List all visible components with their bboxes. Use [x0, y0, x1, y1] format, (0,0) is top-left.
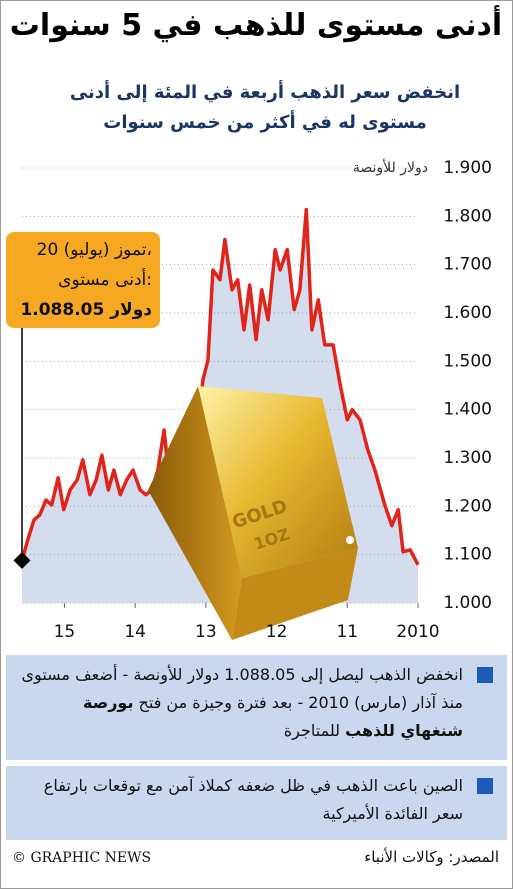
- gold-bar-top: [198, 386, 358, 578]
- gold-bar-front: [232, 548, 358, 640]
- y-tick-label: 1.800: [443, 206, 492, 226]
- annotation-box: [6, 232, 160, 328]
- y-tick-label: 1.000: [443, 593, 492, 613]
- gold-bar-side: [148, 386, 242, 640]
- footer-credit: © GRAPHIC NEWS: [12, 850, 152, 866]
- y-tick-label: 1.200: [443, 496, 492, 516]
- y-tick-label: 1.100: [443, 545, 492, 565]
- y-tick-label: 1.700: [443, 255, 492, 275]
- note-text: للمتاجرة: [283, 721, 346, 740]
- note-text: انخفض الذهب ليصل إلى 1.088.05 دولار للأو…: [21, 665, 463, 712]
- y-tick-label: 1.300: [443, 448, 492, 468]
- y-axis-label: دولار للأونصة: [353, 158, 428, 176]
- subtitle: انخفض سعر الذهب أربعة في المئة إلى أدنى …: [69, 82, 461, 133]
- x-tick-label: 2010: [396, 622, 439, 642]
- y-tick-label: 1.500: [443, 351, 492, 371]
- line: [20, 207, 420, 566]
- note: الصين باعت الذهب في ظل ضعفه كملاذ آمن مع…: [6, 766, 507, 840]
- x-tick-label: 11: [336, 622, 358, 642]
- bullet: [477, 778, 493, 794]
- note-bold: بورصة شنغهاي للذهب: [83, 693, 463, 740]
- x-tick-label: 14: [124, 622, 146, 642]
- x-tick-label: 13: [195, 622, 217, 642]
- annotation-text: أدنى مستوى:: [58, 268, 152, 290]
- y-tick-label: 1.400: [443, 400, 492, 420]
- annotation-text: 20 تموز (يوليو)،: [37, 240, 152, 260]
- annotation-text: 1.088.05 دولار: [20, 300, 152, 320]
- low-marker: [13, 551, 31, 569]
- y-tick-label: 1.600: [443, 303, 492, 323]
- note-text: الصين باعت الذهب في ظل ضعفه كملاذ آمن مع…: [43, 776, 463, 823]
- footer-source: المصدر: وكالات الأنباء: [364, 848, 499, 866]
- x-tick-label: 15: [54, 622, 76, 642]
- title: أدنى مستوى للذهب في 5 سنوات: [9, 8, 503, 43]
- note: انخفض الذهب ليصل إلى 1.088.05 دولار للأو…: [6, 655, 507, 760]
- x-tick-label: 12: [266, 622, 288, 642]
- bullet: [477, 667, 493, 683]
- y-tick-label: 1.900: [443, 158, 492, 178]
- sparkle: [346, 536, 354, 544]
